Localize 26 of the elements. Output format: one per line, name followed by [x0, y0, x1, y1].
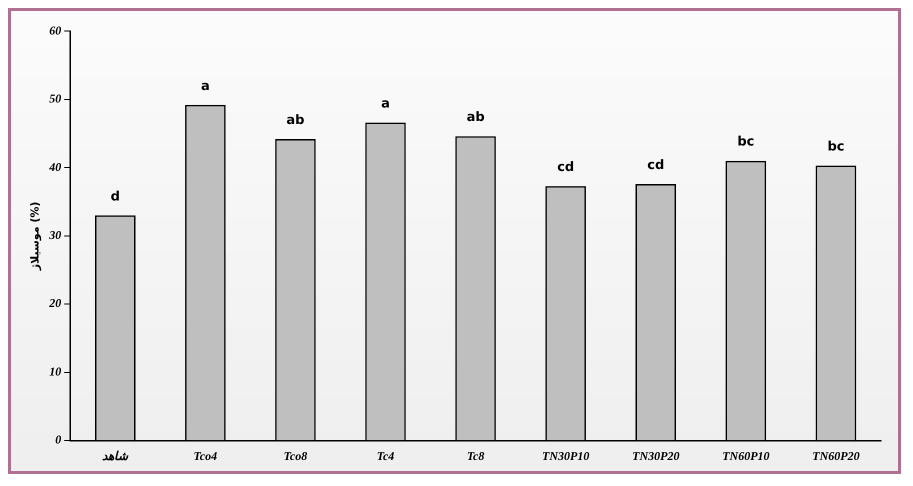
y-tick-label: 50	[49, 92, 62, 106]
annotation: cd	[557, 160, 574, 175]
y-tick-label: 30	[48, 228, 62, 242]
x-tick-label: TN30P20	[632, 448, 680, 463]
annotation: d	[110, 189, 120, 204]
annotation: ab	[466, 110, 485, 126]
x-tick-label: شاهد	[102, 448, 130, 463]
x-tick-label: TN30P10	[542, 448, 590, 463]
y-axis-title: موسیلاژ (%)	[28, 202, 42, 272]
annotation: a	[200, 78, 210, 94]
x-tick-label: Tc8	[466, 448, 484, 463]
x-tick-label: TN60P10	[722, 448, 770, 463]
annotation: a	[381, 96, 390, 112]
annotation: bc	[827, 139, 844, 154]
y-tick-label: 10	[49, 364, 62, 378]
y-tick-label: 40	[48, 160, 62, 174]
x-tick-label: Tco4	[194, 448, 218, 463]
x-tick-label: TN60P20	[812, 448, 860, 463]
y-tick-label: 0	[55, 432, 62, 447]
x-tick-label: Tco8	[284, 448, 308, 463]
y-tick-label: 60	[49, 23, 62, 38]
annotation: cd	[647, 158, 664, 173]
y-tick-label: 20	[48, 296, 62, 310]
x-tick-label: Tc4	[376, 448, 394, 463]
annotation: bc	[737, 134, 754, 150]
annotation: ab	[286, 112, 304, 128]
